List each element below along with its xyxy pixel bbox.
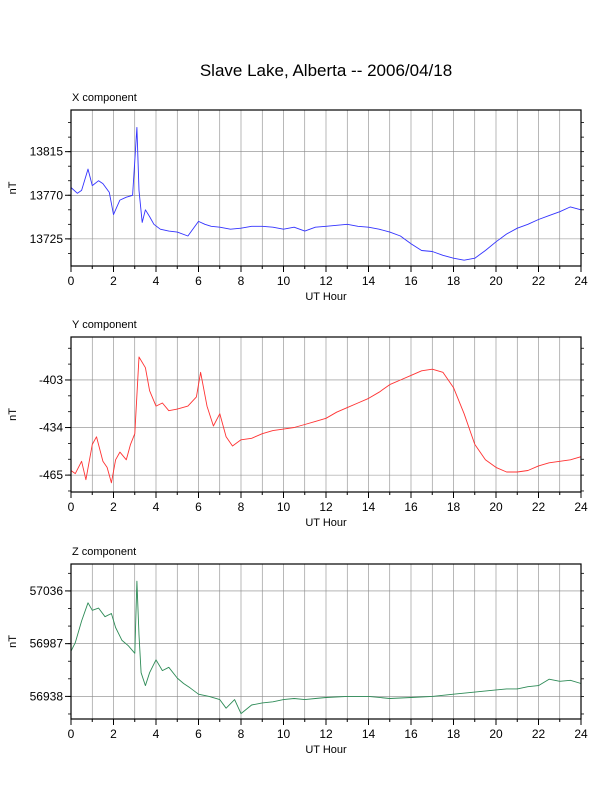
x-tick-label: 12 [319, 500, 333, 514]
x-tick-label: 6 [195, 500, 202, 514]
x-tick-label: 2 [110, 727, 117, 741]
x-tick-label: 4 [153, 727, 160, 741]
x-tick-label: 22 [532, 274, 546, 288]
x-axis-label: UT Hour [305, 744, 347, 756]
x-tick-label: 16 [404, 274, 418, 288]
x-tick-label: 12 [319, 274, 333, 288]
y-tick-label: -403 [39, 373, 63, 387]
x-tick-label: 24 [574, 500, 588, 514]
x-tick-label: 20 [489, 500, 503, 514]
x-tick-label: 0 [68, 274, 75, 288]
y-tick-label: 13725 [30, 232, 64, 246]
x-tick-label: 24 [574, 727, 588, 741]
x-tick-label: 10 [277, 727, 291, 741]
y-tick-label: 13815 [30, 145, 64, 159]
panel-title: Y component [72, 319, 137, 331]
x-tick-label: 14 [362, 274, 376, 288]
x-tick-label: 14 [362, 500, 376, 514]
y-tick-label: 13770 [30, 188, 64, 202]
series-line-z [70, 580, 582, 715]
panel-title: Z component [72, 546, 136, 558]
x-tick-label: 18 [447, 500, 461, 514]
y-axis-label: nT [7, 635, 19, 648]
x-tick-label: 0 [68, 727, 75, 741]
x-axis-label: UT Hour [305, 517, 347, 529]
x-tick-label: 22 [532, 500, 546, 514]
x-tick-label: 2 [110, 500, 117, 514]
x-tick-label: 8 [238, 274, 245, 288]
x-tick-label: 10 [277, 274, 291, 288]
x-tick-label: 4 [153, 500, 160, 514]
x-tick-label: 8 [238, 727, 245, 741]
x-tick-label: 16 [404, 727, 418, 741]
x-tick-label: 18 [447, 274, 461, 288]
y-axis-label: nT [7, 181, 19, 194]
x-tick-label: 12 [319, 727, 333, 741]
y-tick-label: 57036 [30, 584, 64, 598]
x-tick-label: 6 [195, 274, 202, 288]
x-tick-label: 6 [195, 727, 202, 741]
x-tick-label: 18 [447, 727, 461, 741]
x-axis-label: UT Hour [305, 291, 347, 303]
x-tick-label: 10 [277, 500, 291, 514]
x-tick-label: 20 [489, 274, 503, 288]
y-tick-label: 56938 [30, 689, 64, 703]
x-tick-label: 14 [362, 727, 376, 741]
series-line-y [70, 356, 582, 484]
x-tick-label: 24 [574, 274, 588, 288]
y-tick-label: -434 [39, 421, 63, 435]
y-tick-label: -465 [39, 468, 63, 482]
x-tick-label: 16 [404, 500, 418, 514]
x-tick-label: 20 [489, 727, 503, 741]
x-tick-label: 22 [532, 727, 546, 741]
y-axis-label: nT [7, 408, 19, 421]
x-tick-label: 8 [238, 500, 245, 514]
y-tick-label: 56987 [30, 637, 64, 651]
x-tick-label: 2 [110, 274, 117, 288]
panel-title: X component [72, 92, 137, 104]
x-tick-label: 0 [68, 500, 75, 514]
x-tick-label: 4 [153, 274, 160, 288]
figure-title: Slave Lake, Alberta -- 2006/04/18 [200, 61, 452, 80]
series-line-x [70, 126, 582, 261]
